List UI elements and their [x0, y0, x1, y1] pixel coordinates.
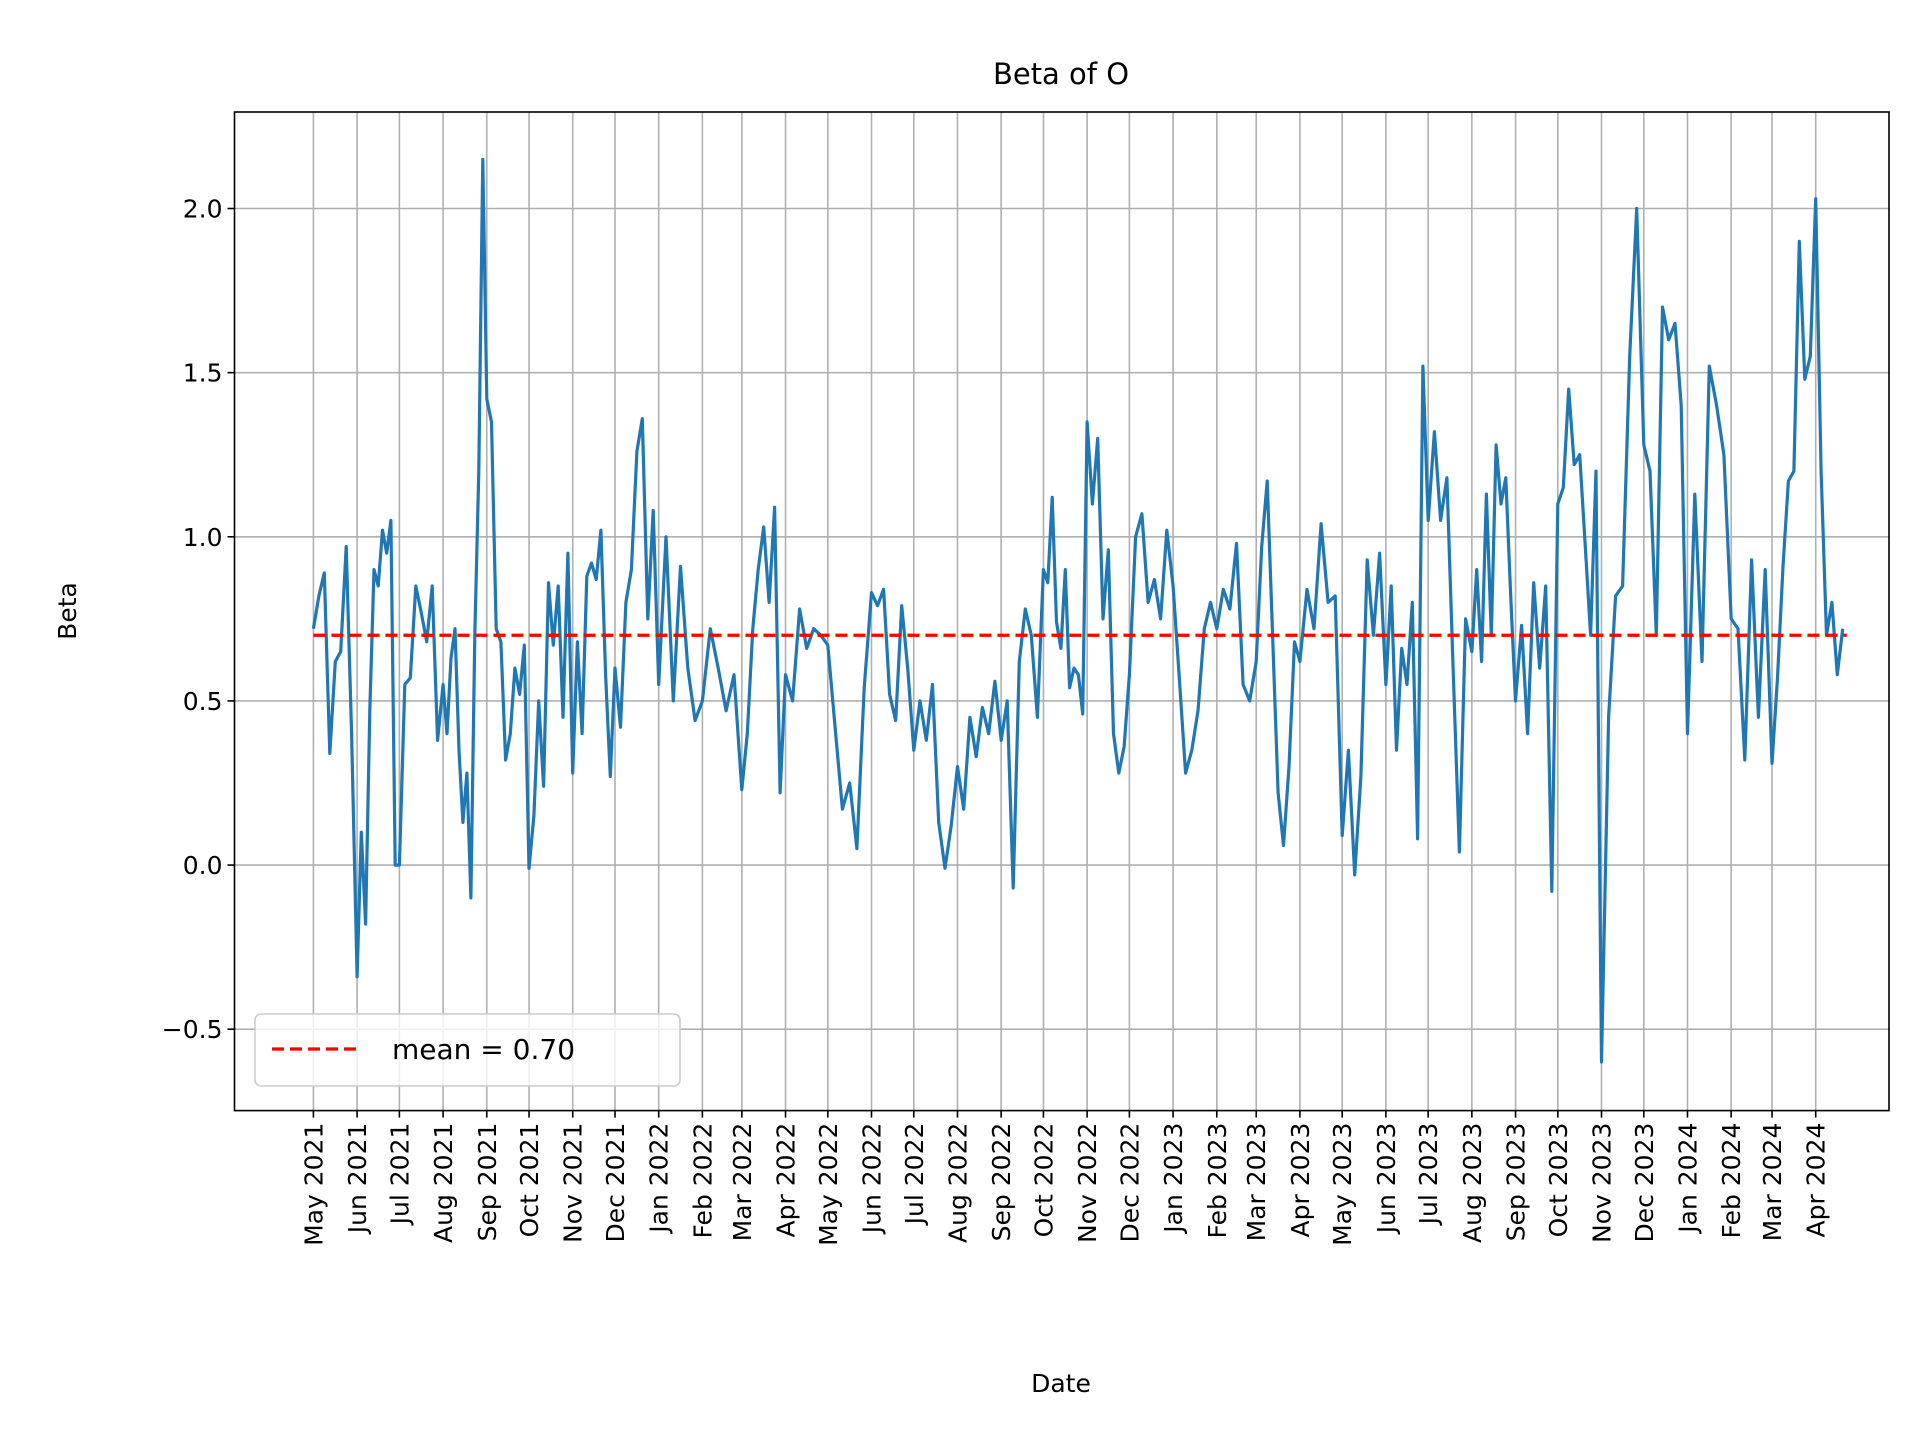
x-tick-label: Jan 2024	[1673, 1123, 1702, 1235]
x-tick-label: Dec 2023	[1630, 1123, 1659, 1243]
grid	[234, 112, 1889, 1111]
x-tick-label: Aug 2021	[429, 1123, 458, 1243]
y-tick-label: 0.0	[183, 851, 223, 880]
x-tick-label: Apr 2022	[772, 1123, 801, 1238]
x-tick-label: Dec 2022	[1115, 1123, 1144, 1243]
x-tick-label: Mar 2023	[1242, 1123, 1271, 1242]
series-layer	[311, 157, 1847, 1064]
x-tick-label: Dec 2021	[601, 1123, 630, 1243]
x-tick-label: Nov 2022	[1073, 1123, 1102, 1243]
x-tick-label: Apr 2023	[1286, 1123, 1315, 1238]
x-tick-label: Feb 2023	[1203, 1123, 1232, 1239]
x-tick-label: Apr 2024	[1802, 1123, 1831, 1238]
y-axis-label: Beta	[53, 582, 82, 640]
y-tick-label: 1.0	[183, 523, 223, 552]
x-tick-label: Mar 2022	[728, 1123, 757, 1242]
y-tick-label: −0.5	[162, 1015, 223, 1044]
x-tick-label: Feb 2022	[688, 1123, 717, 1239]
x-tick-label: Nov 2023	[1588, 1123, 1617, 1243]
beta-series-line	[311, 157, 1845, 1064]
x-tick-label: Nov 2021	[559, 1123, 588, 1243]
legend: mean = 0.70	[254, 1013, 681, 1087]
x-tick-label: Oct 2022	[1029, 1123, 1058, 1238]
chart-title: Beta of O	[993, 57, 1129, 91]
legend-mean-label: mean = 0.70	[392, 1033, 575, 1066]
x-tick-label: Jun 2023	[1372, 1123, 1401, 1236]
y-tick-label: 2.0	[183, 195, 223, 224]
legend-box	[254, 1013, 681, 1087]
x-tick-label: May 2023	[1328, 1123, 1357, 1246]
x-tick-label: Oct 2023	[1544, 1123, 1573, 1238]
y-tick-label: 0.5	[183, 687, 223, 716]
x-tick-label: Jul 2023	[1414, 1123, 1443, 1227]
x-tick-label: Sep 2022	[987, 1123, 1016, 1242]
x-tick-label: Oct 2021	[515, 1123, 544, 1238]
x-axis: May 2021 Jun 2021 Jul 2021 Aug 2021 Sep 2021…	[299, 1110, 1831, 1246]
x-tick-label: Aug 2023	[1458, 1123, 1487, 1243]
x-tick-label: Jul 2021	[385, 1123, 414, 1227]
x-tick-label: May 2022	[814, 1123, 843, 1246]
x-tick-label: Aug 2022	[943, 1123, 972, 1243]
plot-frame	[233, 111, 1890, 1112]
x-tick-label: May 2021	[299, 1123, 328, 1246]
x-tick-label: Sep 2023	[1502, 1123, 1531, 1242]
x-tick-label: Sep 2021	[473, 1123, 502, 1242]
x-tick-label: Jul 2022	[900, 1123, 929, 1227]
x-tick-label: Feb 2024	[1717, 1123, 1746, 1239]
y-tick-label: 1.5	[183, 359, 223, 388]
y-axis: −0.5 0.0 0.5 1.0 1.5 2.0	[162, 195, 235, 1044]
x-axis-label: Date	[1031, 1369, 1091, 1398]
x-tick-label: Jan 2022	[645, 1123, 674, 1235]
x-tick-label: Mar 2024	[1758, 1123, 1787, 1242]
x-tick-label: Jun 2021	[343, 1123, 372, 1236]
x-tick-label: Jun 2022	[857, 1123, 886, 1236]
x-tick-label: Jan 2023	[1159, 1123, 1188, 1235]
